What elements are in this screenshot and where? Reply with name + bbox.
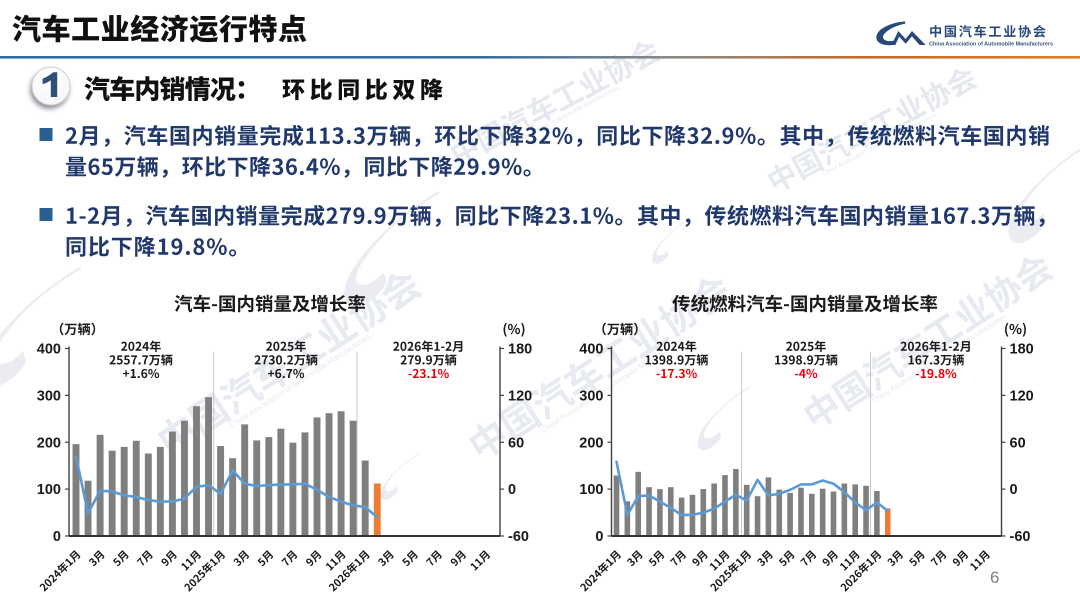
svg-text:300: 300 [579, 388, 603, 404]
svg-text:100: 100 [37, 482, 61, 498]
svg-text:6: 6 [990, 568, 999, 587]
svg-text:0: 0 [508, 482, 516, 498]
svg-text:60: 60 [508, 435, 524, 451]
svg-text:60: 60 [1010, 435, 1026, 451]
svg-text:0: 0 [53, 529, 61, 545]
svg-text:-60: -60 [1010, 529, 1031, 545]
svg-text:120: 120 [508, 388, 532, 404]
svg-text:400: 400 [37, 342, 61, 358]
svg-text:300: 300 [37, 388, 61, 404]
svg-text:China Association of Automobil: China Association of Automobile Manufact… [929, 41, 1053, 47]
svg-text:0: 0 [1010, 482, 1018, 498]
svg-text:120: 120 [1010, 388, 1034, 404]
svg-text:-60: -60 [508, 529, 529, 545]
svg-text:100: 100 [579, 482, 603, 498]
svg-text:0: 0 [595, 529, 603, 545]
svg-text:400: 400 [579, 342, 603, 358]
svg-text:180: 180 [508, 342, 532, 358]
svg-text:200: 200 [579, 435, 603, 451]
svg-text:180: 180 [1010, 342, 1034, 358]
svg-text:200: 200 [37, 435, 61, 451]
